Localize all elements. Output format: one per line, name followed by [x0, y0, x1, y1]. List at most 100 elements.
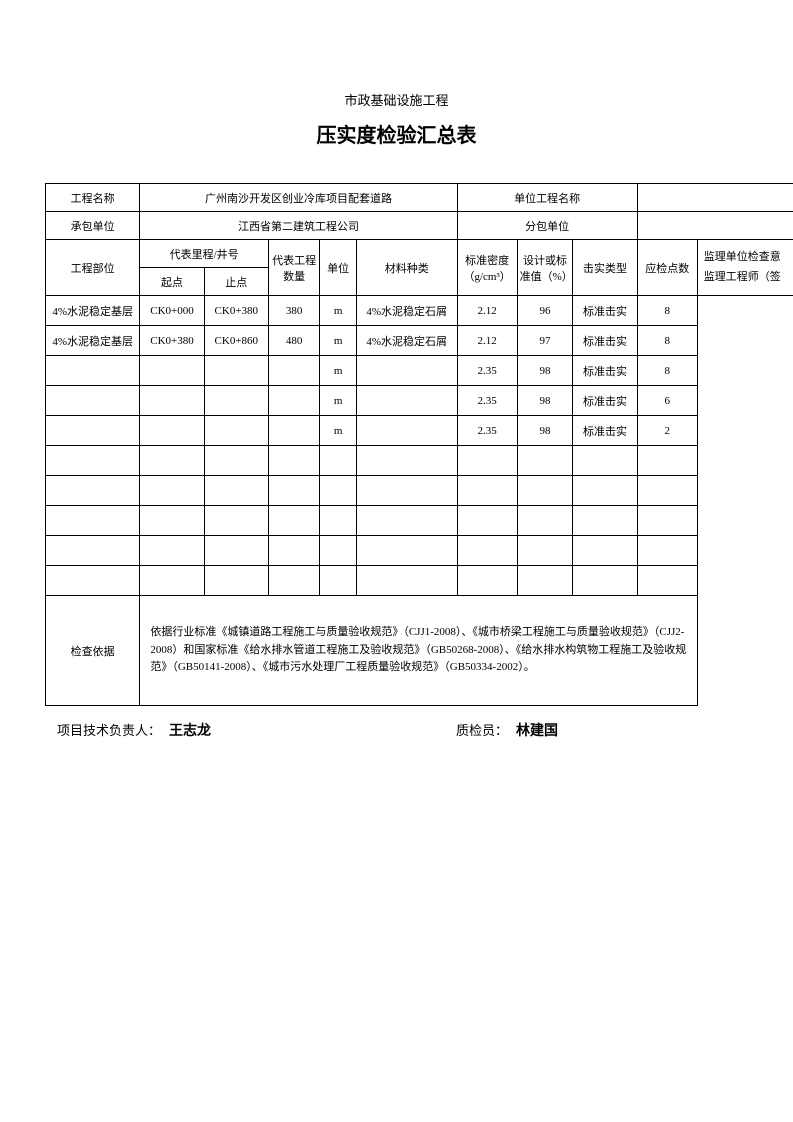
cell-type: 标准击实 [573, 356, 637, 386]
cell-material [356, 386, 457, 416]
cell-start [140, 356, 204, 386]
cell-unit: m [320, 386, 356, 416]
cell-qty [268, 506, 319, 536]
hdr-end: 止点 [204, 268, 268, 296]
hdr-mileage: 代表里程/井号 [140, 240, 269, 268]
hdr-project-part: 工程部位 [46, 240, 140, 296]
cell-density [457, 566, 517, 596]
hdr-rep-qty: 代表工程数量 [268, 240, 319, 296]
cell-start [140, 536, 204, 566]
cell-unit [320, 446, 356, 476]
value-subcontractor [637, 212, 793, 240]
cell-qty [268, 566, 319, 596]
cell-std: 98 [517, 386, 573, 416]
cell-material [356, 536, 457, 566]
cell-end [204, 356, 268, 386]
cell-part: 4%水泥稳定基层 [46, 326, 140, 356]
table-row: 4%水泥稳定基层CK0+000CK0+380380m4%水泥稳定石屑2.1296… [46, 296, 793, 326]
cell-unit [320, 506, 356, 536]
cell-type [573, 476, 637, 506]
sup-eng-label: 监理工程师（签 [704, 268, 793, 284]
label-subcontractor: 分包单位 [457, 212, 637, 240]
hdr-design-std: 设计或标准值（%） [517, 240, 573, 296]
inspection-table: 工程名称 广州南沙开发区创业冷库项目配套道路 单位工程名称 承包单位 江西省第二… [45, 183, 793, 706]
doc-title: 压实度检验汇总表 [45, 119, 748, 148]
cell-end [204, 536, 268, 566]
cell-std: 97 [517, 326, 573, 356]
cell-end [204, 506, 268, 536]
cell-end: CK0+380 [204, 296, 268, 326]
cell-qty [268, 386, 319, 416]
table-row [46, 566, 793, 596]
table-row [46, 476, 793, 506]
cell-part [46, 566, 140, 596]
cell-std: 98 [517, 356, 573, 386]
cell-end [204, 446, 268, 476]
tech-lead-label: 项目技术负责人： [57, 720, 161, 739]
cell-start [140, 386, 204, 416]
cell-std [517, 506, 573, 536]
cell-unit: m [320, 326, 356, 356]
cell-start: CK0+000 [140, 296, 204, 326]
signature-row: 项目技术负责人： 王志龙 质检员： 林建国 [45, 720, 748, 740]
cell-part [46, 506, 140, 536]
label-unit-project-name: 单位工程名称 [457, 184, 637, 212]
label-basis: 检查依据 [46, 596, 140, 706]
cell-qty [268, 416, 319, 446]
cell-points [637, 506, 697, 536]
cell-end [204, 476, 268, 506]
cell-end [204, 386, 268, 416]
inspector-label: 质检员： [456, 720, 508, 739]
cell-points: 2 [637, 416, 697, 446]
cell-start: CK0+380 [140, 326, 204, 356]
cell-density [457, 446, 517, 476]
cell-end [204, 566, 268, 596]
cell-qty: 380 [268, 296, 319, 326]
cell-std [517, 566, 573, 596]
cell-material [356, 476, 457, 506]
table-row: m2.3598标准击实8 [46, 356, 793, 386]
value-project-name: 广州南沙开发区创业冷库项目配套道路 [140, 184, 457, 212]
cell-material: 4%水泥稳定石屑 [356, 326, 457, 356]
cell-type: 标准击实 [573, 326, 637, 356]
cell-qty [268, 536, 319, 566]
cell-points [637, 566, 697, 596]
label-contractor: 承包单位 [46, 212, 140, 240]
cell-points: 8 [637, 296, 697, 326]
cell-std [517, 536, 573, 566]
cell-qty [268, 476, 319, 506]
tech-lead-name: 王志龙 [169, 720, 211, 740]
hdr-req-points: 应检点数 [637, 240, 697, 296]
table-row [46, 536, 793, 566]
sup-check-label: 监理单位检查意 [704, 248, 793, 268]
cell-density: 2.12 [457, 326, 517, 356]
cell-unit: m [320, 356, 356, 386]
table-row: 4%水泥稳定基层CK0+380CK0+860480m4%水泥稳定石屑2.1297… [46, 326, 793, 356]
cell-qty [268, 446, 319, 476]
hdr-unit: 单位 [320, 240, 356, 296]
hdr-start: 起点 [140, 268, 204, 296]
cell-type: 标准击实 [573, 386, 637, 416]
cell-material [356, 506, 457, 536]
value-contractor: 江西省第二建筑工程公司 [140, 212, 457, 240]
table-row: m2.3598标准击实6 [46, 386, 793, 416]
cell-points: 6 [637, 386, 697, 416]
cell-unit [320, 536, 356, 566]
hdr-std-density: 标准密度（g/cm³） [457, 240, 517, 296]
cell-std: 98 [517, 416, 573, 446]
cell-density [457, 476, 517, 506]
cell-density: 2.12 [457, 296, 517, 326]
label-project-name: 工程名称 [46, 184, 140, 212]
cell-points [637, 536, 697, 566]
cell-part [46, 446, 140, 476]
hdr-compact-type: 击实类型 [573, 240, 637, 296]
cell-density [457, 536, 517, 566]
cell-start [140, 446, 204, 476]
cell-type [573, 446, 637, 476]
cell-type [573, 536, 637, 566]
value-unit-project-name [637, 184, 793, 212]
cell-type [573, 566, 637, 596]
cell-material: 4%水泥稳定石屑 [356, 296, 457, 326]
cell-density: 2.35 [457, 356, 517, 386]
cell-part [46, 416, 140, 446]
